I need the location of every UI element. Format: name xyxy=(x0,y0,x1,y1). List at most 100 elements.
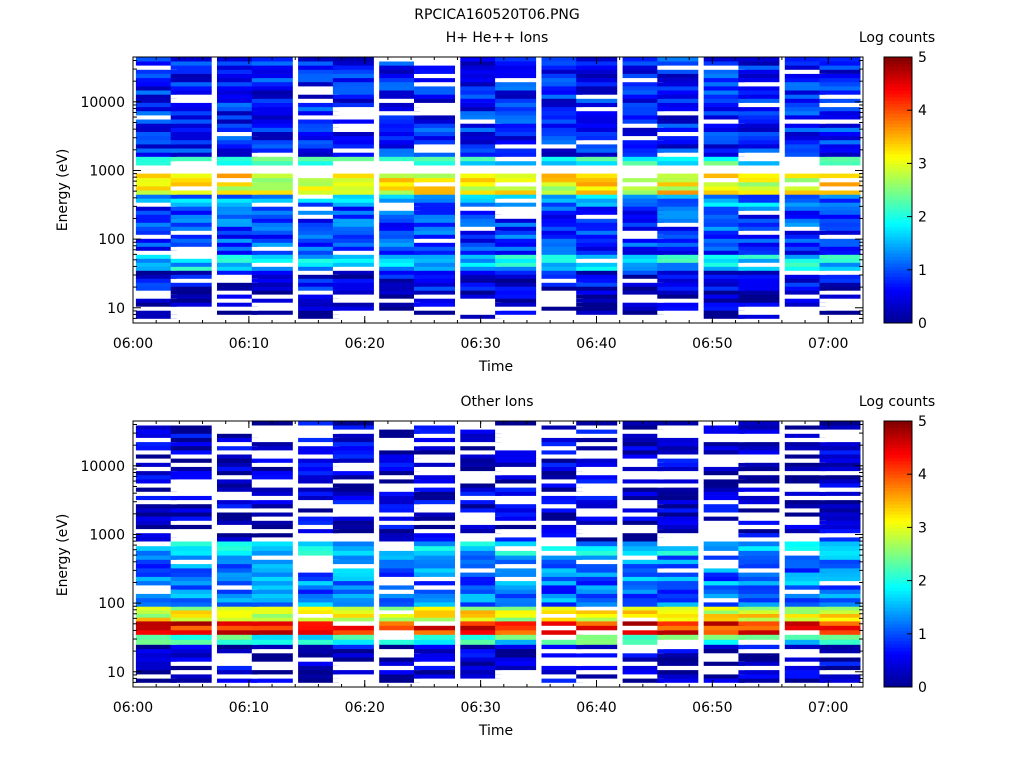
heatmap-cell xyxy=(495,625,537,631)
heatmap-cell xyxy=(784,278,826,283)
heatmap-cell xyxy=(251,226,293,231)
heatmap-cell xyxy=(332,503,374,509)
heatmap-cell xyxy=(414,629,455,635)
heatmap-cell xyxy=(541,77,583,83)
heatmap-cell xyxy=(298,73,340,79)
heatmap-cell xyxy=(784,238,826,243)
colorbar-segment xyxy=(884,600,912,605)
heatmap-cell xyxy=(703,198,745,203)
heatmap-cell xyxy=(657,127,699,132)
heatmap-cell xyxy=(251,278,293,283)
heatmap-cell xyxy=(135,580,177,586)
heatmap-cell xyxy=(379,524,421,530)
heatmap-cell xyxy=(414,652,455,658)
heatmap-cell xyxy=(414,106,455,112)
heatmap-cell xyxy=(217,678,258,683)
heatmap-cell xyxy=(251,81,293,87)
heatmap-cell xyxy=(414,274,455,279)
heatmap-cell xyxy=(460,597,502,603)
heatmap-cell xyxy=(170,270,212,275)
heatmap-cell xyxy=(379,669,421,675)
heatmap-cell xyxy=(738,106,780,112)
heatmap-cell xyxy=(379,198,421,203)
heatmap-cell xyxy=(379,177,421,183)
heatmap-cell xyxy=(622,77,664,83)
x-tick-label: 06:00 xyxy=(113,700,153,716)
heatmap-cell xyxy=(251,266,293,271)
heatmap-cell xyxy=(251,262,293,267)
heatmap-cell xyxy=(819,238,861,243)
heatmap-cell xyxy=(495,665,537,671)
heatmap-cell xyxy=(703,294,745,299)
heatmap-cell xyxy=(251,148,293,153)
heatmap-cell xyxy=(738,567,780,573)
heatmap-cell xyxy=(703,541,745,547)
heatmap-cell xyxy=(738,652,780,658)
heatmap-cell xyxy=(298,127,340,132)
heatmap-cell xyxy=(217,445,258,451)
heatmap-cell xyxy=(819,474,861,480)
heatmap-cell xyxy=(332,613,374,618)
heatmap-cell xyxy=(576,499,618,505)
heatmap-cell xyxy=(819,57,861,62)
heatmap-cell xyxy=(298,135,340,141)
heatmap-cell xyxy=(657,90,699,95)
heatmap-cell xyxy=(784,123,826,128)
heatmap-cell xyxy=(170,563,212,569)
heatmap-cell xyxy=(622,425,664,430)
heatmap-cell xyxy=(217,589,258,594)
heatmap-cell xyxy=(170,665,212,671)
heatmap-cell xyxy=(622,198,664,203)
heatmap-cell xyxy=(576,528,618,534)
heatmap-cell xyxy=(460,495,502,501)
heatmap-cell xyxy=(541,306,583,311)
heatmap-cell xyxy=(135,620,177,626)
heatmap-cell xyxy=(135,678,177,683)
heatmap-cell xyxy=(541,152,583,157)
heatmap-cell xyxy=(217,620,258,626)
colorbar-segment xyxy=(884,206,912,211)
heatmap-cell xyxy=(135,278,177,283)
heatmap-cell xyxy=(460,173,502,179)
heatmap-cell xyxy=(251,648,293,654)
heatmap-cell xyxy=(251,294,293,299)
heatmap-cell xyxy=(414,634,455,640)
heatmap-cell xyxy=(657,576,699,582)
heatmap-cell xyxy=(657,606,699,611)
colorbar-segment xyxy=(884,283,912,287)
heatmap-cell xyxy=(541,678,583,683)
heatmap-cell xyxy=(657,242,699,247)
heatmap-cell xyxy=(738,609,780,614)
heatmap-cell xyxy=(541,520,583,525)
heatmap-cell xyxy=(170,156,212,162)
heatmap-cell xyxy=(460,69,502,74)
heatmap-cell xyxy=(784,242,826,247)
heatmap-cell xyxy=(738,644,780,650)
heatmap-cell xyxy=(460,98,502,103)
heatmap-cell xyxy=(738,585,780,590)
colorbar-segment xyxy=(884,620,912,625)
heatmap-cell xyxy=(495,270,537,275)
heatmap-cell xyxy=(298,148,340,153)
heatmap-cell xyxy=(495,198,537,203)
heatmap-cell xyxy=(460,242,502,247)
heatmap-cell xyxy=(460,127,502,132)
heatmap-cell xyxy=(379,585,421,590)
panel-other-ions: Other Ions 06:00 06:10 06:20 06:30 06:40 06:5… xyxy=(55,394,935,739)
heatmap-cell xyxy=(819,214,861,219)
heatmap-cell xyxy=(217,516,258,521)
heatmap-cell xyxy=(703,131,745,137)
heatmap-cell xyxy=(622,483,664,488)
heatmap-cell xyxy=(622,110,664,116)
heatmap-cell xyxy=(495,186,537,191)
heatmap-cell xyxy=(784,433,826,438)
heatmap-cell xyxy=(576,94,618,99)
colorbar-segment xyxy=(884,289,912,294)
heatmap-cell xyxy=(251,290,293,295)
heatmap-cell xyxy=(298,254,340,259)
heatmap-cell xyxy=(332,230,374,235)
colorbar-segment xyxy=(884,259,912,264)
heatmap-cell xyxy=(576,254,618,259)
colorbar-segment xyxy=(884,70,912,75)
heatmap-cell xyxy=(170,57,212,62)
